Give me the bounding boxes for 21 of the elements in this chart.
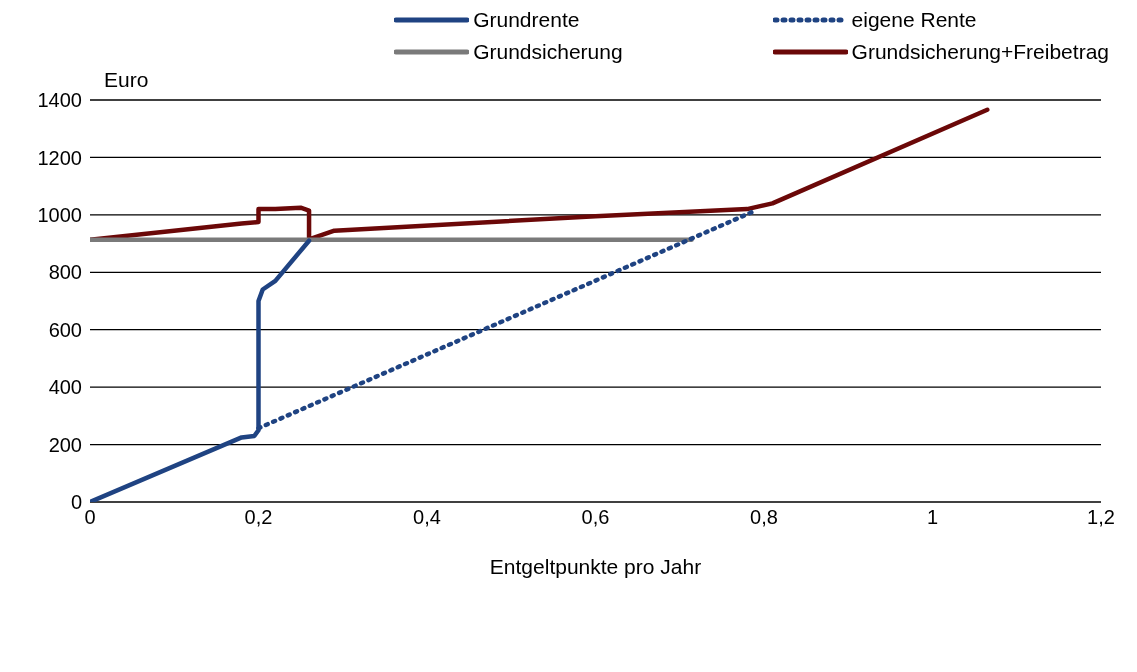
x-axis-title: Entgeltpunkte pro Jahr [489, 555, 702, 578]
y-tick-label: 1200 [37, 146, 82, 169]
x-tick-label: 0 [84, 506, 96, 529]
x-tick-label: 1,2 [1087, 506, 1115, 529]
x-tick-label: 0,4 [413, 506, 441, 529]
x-tick-label: 0,2 [244, 506, 273, 529]
legend-label: eigene Rente [851, 8, 977, 32]
x-tick-label: 1 [926, 506, 939, 529]
y-tick-label: 1400 [37, 89, 82, 112]
legend-label: Grundsicherung [473, 40, 623, 64]
legend-label: Grundrente [473, 8, 580, 32]
y-tick-label: 600 [48, 318, 82, 341]
y-tick-label: 0 [70, 491, 82, 514]
y-tick-label: 400 [48, 376, 82, 399]
x-tick-label: 0,8 [750, 506, 778, 529]
y-tick-label: 800 [48, 261, 82, 284]
x-tick-label: 0,6 [581, 506, 610, 529]
y-axis-title: Euro [104, 68, 150, 92]
y-tick-label: 200 [48, 433, 82, 456]
legend-label: Grundsicherung+Freibetrag [851, 40, 1109, 64]
y-tick-label: 1000 [37, 203, 82, 226]
